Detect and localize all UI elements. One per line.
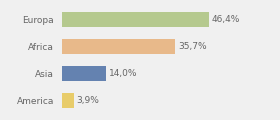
Text: 14,0%: 14,0% (109, 69, 137, 78)
Text: 35,7%: 35,7% (178, 42, 207, 51)
Text: 46,4%: 46,4% (212, 15, 240, 24)
Bar (62, 66, 106, 81)
Bar (62, 39, 175, 54)
Bar (62, 93, 74, 108)
Text: 3,9%: 3,9% (76, 96, 99, 105)
Bar (62, 12, 209, 27)
